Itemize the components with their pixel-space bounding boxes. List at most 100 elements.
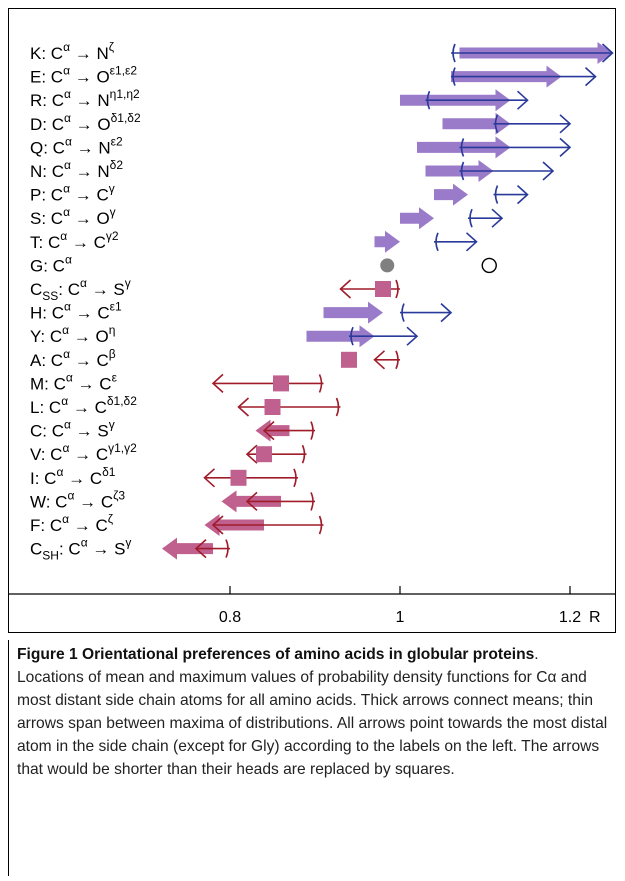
range-head	[542, 161, 555, 181]
row-label: Y: Cα → Oη	[30, 323, 115, 346]
row-label: R: Cα → Nη1,η2	[30, 87, 140, 110]
range-tail	[426, 90, 431, 110]
max-arrow	[237, 397, 341, 417]
max-arrow	[459, 161, 555, 181]
range-tail	[494, 185, 499, 204]
mean-square	[341, 351, 357, 368]
range-head	[584, 67, 597, 87]
max-arrow	[373, 350, 400, 370]
range-head	[516, 185, 529, 205]
max-arrow	[203, 468, 298, 488]
row-label: G: Cα	[30, 252, 72, 275]
range-head	[373, 350, 386, 370]
row-label: M: Cα → Cε	[30, 370, 118, 393]
range-head	[237, 397, 250, 417]
range-tail	[301, 444, 306, 464]
range-tail	[318, 374, 323, 393]
mean-arrow	[442, 112, 511, 135]
max-arrow	[245, 491, 315, 511]
row-label: V: Cα → Cγ1,γ2	[30, 441, 137, 464]
max-arrow	[211, 515, 324, 535]
range-tail	[310, 492, 314, 511]
range-tail	[310, 421, 314, 440]
row-label: CSS: Cα → Sγ	[30, 276, 131, 303]
range-head	[245, 444, 258, 464]
range-head	[465, 232, 478, 252]
range-tail	[395, 279, 399, 299]
range-tail	[335, 397, 340, 417]
max-arrow	[211, 373, 324, 393]
max-arrow	[349, 326, 419, 346]
max-arrow	[451, 67, 597, 87]
max-arrow	[262, 421, 315, 441]
row-label: P: Cα → Cγ	[30, 182, 115, 205]
caption-body: Figure 1 Orientational preferences of am…	[9, 640, 609, 781]
mean-arrow	[323, 301, 383, 324]
x-axis: R 0.8 1 1.2	[9, 586, 615, 626]
max-arrow	[400, 303, 453, 323]
mean-square	[273, 375, 289, 392]
mean-arrow	[400, 207, 434, 230]
row-label: I: Cα → Cδ1	[30, 465, 116, 488]
range-tail	[452, 67, 456, 86]
range-tail	[318, 515, 323, 535]
mean-arrow	[434, 183, 468, 206]
range-tail	[460, 138, 465, 157]
range-tail	[225, 539, 229, 558]
range-head	[516, 90, 529, 110]
range-head	[245, 491, 258, 511]
figure-caption: Figure 1 Orientational preferences of am…	[8, 640, 609, 876]
row-label: L: Cα → Cδ1,δ2	[30, 394, 137, 417]
range-tail	[469, 208, 473, 228]
range-tail	[452, 43, 456, 63]
max-arrow	[493, 185, 529, 205]
row-label: E: Cα → Oε1,ε2	[30, 64, 137, 87]
range-head	[440, 303, 453, 323]
x-tick-label: 1	[396, 609, 405, 626]
row-label: H: Cα → Cε1	[30, 300, 122, 323]
x-axis-label: R	[589, 609, 601, 626]
mean-point	[380, 258, 395, 273]
row-label: W: Cα → Cζ3	[30, 488, 125, 511]
max-arrow	[434, 232, 478, 252]
caption-description: . Locations of mean and maximum values o…	[17, 646, 608, 778]
row-label: K: Cα → Nζ	[30, 40, 115, 63]
max-arrow	[425, 90, 529, 110]
row-label: A: Cα → Cβ	[30, 347, 116, 370]
range-tail	[494, 114, 499, 134]
range-head	[406, 326, 419, 346]
range-tail	[293, 468, 297, 488]
mean-square	[256, 446, 272, 463]
row-label: T: Cα → Cγ2	[30, 229, 119, 252]
range-head	[203, 468, 216, 488]
range-tail	[350, 326, 354, 346]
range-head	[559, 114, 572, 134]
range-head	[339, 279, 352, 299]
row-label: C: Cα → Sγ	[30, 418, 115, 441]
range-head	[262, 421, 275, 441]
max-arrow	[493, 114, 572, 134]
row-label: S: Cα → Oγ	[30, 205, 116, 228]
mean-arrow	[162, 537, 213, 560]
mean-square	[264, 399, 281, 415]
max-point	[481, 257, 497, 274]
row-label: F: Cα → Cζ	[30, 512, 114, 535]
mean-square	[230, 469, 247, 486]
row-label: CSH: Cα → Sγ	[30, 536, 131, 563]
row-label: Q: Cα → Nε2	[30, 134, 123, 157]
row-label: N: Cα → Nδ2	[30, 158, 123, 181]
range-head	[491, 208, 504, 228]
range-head	[211, 515, 224, 535]
caption-title: Figure 1 Orientational preferences of am…	[17, 646, 535, 663]
max-arrow	[245, 444, 307, 464]
range-head	[211, 373, 224, 393]
max-arrow	[459, 137, 572, 157]
x-tick-label: 1.2	[559, 609, 581, 626]
max-arrow	[339, 279, 400, 299]
max-arrow	[194, 539, 230, 559]
orientation-chart: K: Cα → NζE: Cα → Oε1,ε2R: Cα → Nη1,η2D:…	[9, 40, 615, 626]
mean-arrow	[306, 325, 375, 348]
figure-panel: K: Cα → Nζ E: Cα → Oε1,ε2 R: Cα → Nη1,η2 D:…	[8, 8, 616, 633]
max-arrow	[451, 43, 614, 63]
range-tail	[395, 350, 399, 370]
